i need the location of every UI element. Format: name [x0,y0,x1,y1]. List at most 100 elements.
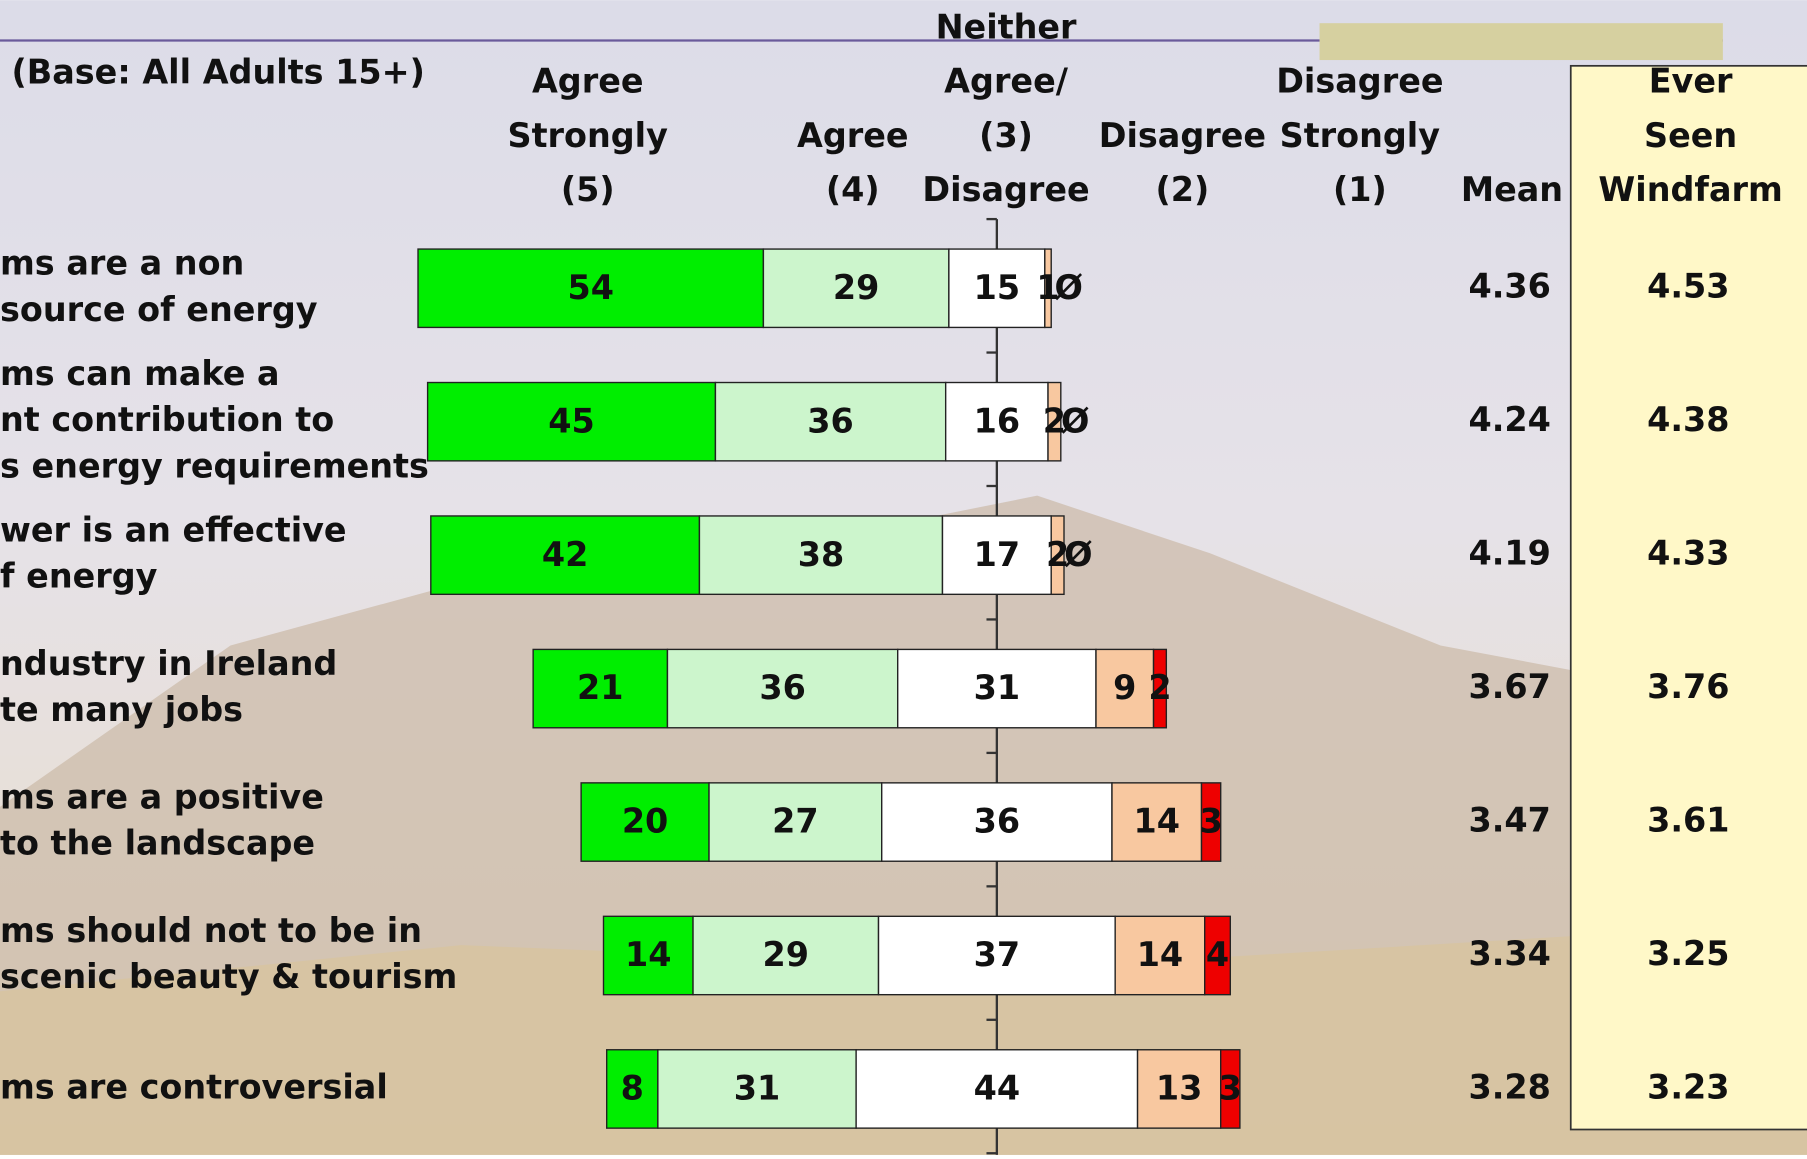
bar-segment [1044,248,1052,329]
legend-label: Agree/ [944,62,1069,101]
value-label: 13 [1156,1069,1203,1108]
value-label: 20 [622,802,669,841]
legend-label: (4) [826,170,880,209]
mean-value: 3.34 [1468,934,1550,973]
ever-seen-value: 3.76 [1647,667,1729,706]
bar-segment [1136,1049,1222,1129]
value-label: 36 [807,401,853,440]
column-header: Windfarm [1598,170,1782,209]
mean-value: 3.28 [1468,1067,1550,1106]
value-label: 3 [1219,1069,1242,1108]
bar-segment [1047,381,1062,462]
bar-segment [417,248,765,329]
value-label: 44 [974,1069,1021,1108]
legend-label: Agree [532,62,644,101]
bar-segment [1220,1049,1241,1129]
row-label: te many jobs [0,690,243,729]
value-label: 16 [974,401,1021,440]
column-header: Ever [1649,62,1733,101]
ever-seen-value: 3.23 [1647,1067,1729,1106]
column-header: Seen [1644,116,1737,155]
value-label: 1 [1036,268,1059,307]
bar-segment [532,648,669,729]
value-label: Ø [1055,268,1083,307]
mean-value: 3.47 [1468,801,1550,840]
bar-segment [708,782,883,862]
column-header: Mean [1461,170,1563,209]
row-label: ms should not to be in [0,911,422,950]
value-label: 9 [1113,668,1136,707]
value-label: 38 [798,535,844,574]
value-label: 2 [1148,668,1171,707]
row-label: to the landscape [0,824,315,863]
value-label: 36 [974,802,1021,841]
ever-seen-panel [1569,64,1807,1131]
legend-label: Strongly [508,116,669,155]
legend-label: Disagree [922,170,1089,209]
mean-value: 4.24 [1468,400,1550,439]
value-label: 36 [759,668,805,707]
row-label: ms can make a [0,354,280,393]
value-label: 15 [974,268,1021,307]
bar-segment [877,915,1116,996]
mean-value: 4.36 [1468,267,1550,306]
value-label: 2 [1046,535,1069,574]
ground [0,922,1807,1155]
bar-segment [1095,648,1155,729]
top-band [1319,23,1723,61]
value-label: 54 [567,268,614,307]
subtitle: (Base: All Adults 15+) [12,52,425,91]
value-label: 29 [763,935,810,974]
ever-seen-value: 4.53 [1647,267,1729,306]
mean-value: 4.19 [1468,534,1550,573]
bar-segment [430,515,701,596]
bar-segment [897,648,1097,729]
value-label: 42 [542,535,589,574]
value-label: 8 [621,1069,644,1108]
bar-segment [602,915,694,996]
bar-segment [714,381,947,462]
value-label: 29 [833,268,880,307]
legend-label: Disagree [1276,62,1443,101]
legend-label: (3) [979,116,1033,155]
value-label: 2 [1043,401,1066,440]
legend-label: (2) [1155,170,1209,209]
row-label: ms are a non [0,244,244,283]
bar-segment [1204,915,1231,996]
value-label: 14 [1137,935,1184,974]
bar-segment [948,248,1046,329]
row-label: wer is an effective [0,511,347,550]
row-label: f energy [0,557,158,596]
value-label: 4 [1206,935,1229,974]
value-label: 31 [974,668,1021,707]
value-label: Ø [1061,401,1089,440]
row-label: ndustry in Ireland [0,644,337,683]
legend-label: (5) [561,170,615,209]
ever-seen-value: 4.33 [1647,534,1729,573]
ever-seen-value: 3.61 [1647,801,1729,840]
value-label: 27 [772,802,819,841]
legend-label: Agree [797,116,909,155]
value-label: 3 [1199,802,1222,841]
row-label: ms are controversial [0,1067,388,1106]
value-label: 17 [974,535,1021,574]
mean-value: 3.67 [1468,667,1550,706]
bar-segment [698,515,944,596]
row-label: scenic beauty & tourism [0,957,457,996]
bar-segment [944,381,1049,462]
bar-segment [855,1049,1139,1129]
bar-segment [692,915,880,996]
row-label: source of energy [0,290,318,329]
ever-seen-value: 3.25 [1647,934,1729,973]
legend-label: (1) [1333,170,1387,209]
legend-label: Strongly [1280,116,1441,155]
value-label: 31 [734,1069,781,1108]
value-label: 14 [625,935,672,974]
bar-segment [666,648,899,729]
ever-seen-value: 4.38 [1647,400,1729,439]
bar-segment [580,782,710,862]
bar-segment [762,248,950,329]
value-label: 45 [548,401,594,440]
row-label: nt contribution to [0,400,334,439]
